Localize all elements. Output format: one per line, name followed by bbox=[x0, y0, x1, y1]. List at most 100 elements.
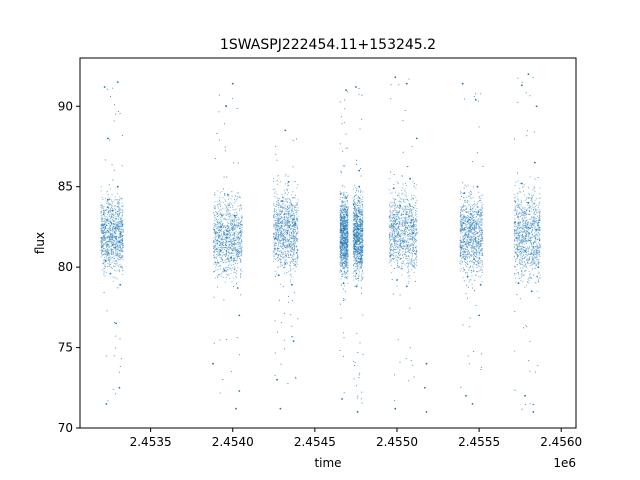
data-point bbox=[233, 247, 235, 249]
data-point bbox=[115, 217, 117, 219]
data-point bbox=[217, 205, 219, 207]
data-point bbox=[219, 244, 221, 246]
data-point bbox=[284, 253, 286, 255]
data-point bbox=[291, 251, 293, 253]
data-point bbox=[394, 231, 396, 233]
data-point bbox=[359, 210, 361, 212]
data-point bbox=[356, 217, 358, 219]
data-point bbox=[284, 239, 286, 240]
data-point bbox=[107, 202, 109, 204]
data-point bbox=[111, 254, 113, 255]
data-point bbox=[235, 211, 237, 213]
data-point bbox=[291, 238, 293, 240]
data-point bbox=[119, 256, 121, 258]
data-point bbox=[361, 239, 363, 241]
data-point bbox=[344, 211, 346, 213]
data-point bbox=[359, 228, 361, 230]
data-point bbox=[345, 206, 347, 208]
data-point bbox=[234, 247, 236, 249]
data-point bbox=[230, 252, 232, 254]
data-point bbox=[105, 202, 107, 204]
data-point bbox=[229, 207, 231, 209]
data-point bbox=[274, 205, 276, 207]
data-point bbox=[120, 234, 122, 236]
data-point bbox=[344, 268, 346, 270]
data-point bbox=[109, 260, 110, 262]
data-point bbox=[230, 213, 231, 215]
data-point bbox=[122, 251, 124, 253]
data-point bbox=[230, 228, 232, 230]
data-point bbox=[355, 237, 357, 239]
data-point bbox=[340, 170, 342, 172]
data-point bbox=[228, 195, 230, 197]
data-point bbox=[279, 251, 281, 252]
data-point bbox=[118, 240, 120, 242]
data-point bbox=[343, 262, 344, 264]
data-point bbox=[352, 231, 354, 233]
data-point bbox=[119, 245, 121, 247]
data-point bbox=[228, 223, 230, 224]
data-point bbox=[288, 271, 290, 273]
data-point bbox=[360, 235, 362, 237]
data-point bbox=[224, 204, 226, 206]
data-point bbox=[118, 237, 120, 239]
data-point bbox=[289, 215, 291, 217]
data-point bbox=[109, 139, 111, 141]
data-point bbox=[358, 274, 360, 276]
data-point bbox=[290, 228, 292, 230]
data-point bbox=[112, 243, 114, 245]
data-point bbox=[282, 209, 284, 211]
data-point bbox=[344, 265, 346, 267]
data-point bbox=[276, 209, 278, 211]
data-point bbox=[217, 225, 219, 227]
data-point bbox=[112, 235, 113, 237]
data-point bbox=[344, 204, 346, 206]
data-point bbox=[287, 207, 288, 208]
data-point bbox=[229, 238, 231, 240]
data-point bbox=[361, 219, 362, 221]
data-point bbox=[116, 251, 118, 253]
data-point bbox=[119, 231, 121, 233]
data-point bbox=[105, 234, 107, 236]
data-point bbox=[231, 281, 233, 283]
data-point bbox=[344, 290, 346, 292]
data-point bbox=[343, 206, 345, 208]
data-point bbox=[278, 244, 280, 246]
data-point bbox=[116, 245, 118, 247]
data-point bbox=[292, 231, 294, 233]
data-point bbox=[285, 188, 287, 190]
data-point bbox=[222, 234, 224, 236]
data-point bbox=[360, 251, 362, 253]
data-point bbox=[347, 218, 349, 220]
data-point bbox=[360, 247, 362, 249]
data-point bbox=[283, 217, 285, 219]
data-point bbox=[347, 246, 348, 248]
data-point bbox=[356, 188, 358, 189]
data-point bbox=[396, 252, 398, 254]
data-point bbox=[344, 245, 345, 247]
data-point bbox=[354, 253, 356, 254]
data-point bbox=[112, 235, 114, 237]
data-point bbox=[285, 208, 287, 210]
data-point bbox=[353, 204, 355, 206]
data-point bbox=[362, 210, 364, 212]
data-point bbox=[282, 225, 284, 227]
data-point bbox=[346, 252, 348, 254]
data-point bbox=[218, 251, 220, 253]
data-point bbox=[341, 172, 342, 174]
data-point bbox=[232, 221, 234, 223]
data-point bbox=[121, 202, 123, 204]
data-point bbox=[291, 243, 293, 245]
data-point bbox=[108, 237, 110, 238]
data-point bbox=[340, 241, 342, 242]
data-point bbox=[357, 215, 359, 217]
data-point bbox=[230, 198, 232, 200]
data-point bbox=[356, 240, 358, 242]
data-point bbox=[220, 243, 222, 245]
data-point bbox=[343, 258, 344, 260]
data-point bbox=[231, 191, 233, 193]
data-point bbox=[400, 217, 402, 219]
data-point bbox=[340, 205, 342, 207]
data-point bbox=[240, 276, 241, 278]
